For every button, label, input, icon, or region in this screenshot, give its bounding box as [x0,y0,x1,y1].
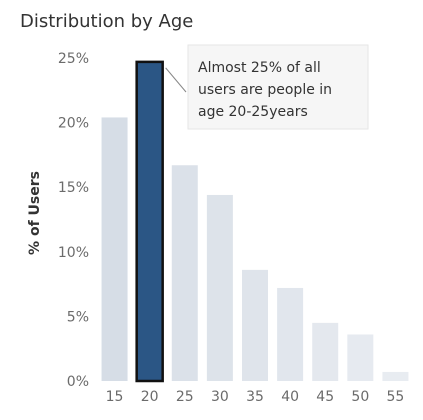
x-tick-label: 25 [176,389,194,405]
bar-25 [171,165,198,381]
callout-line: users are people in [198,82,332,98]
x-tick-label: 30 [211,389,229,405]
bar-55 [382,371,409,381]
callout-line: age 20-25years [198,104,308,120]
x-tick-label: 40 [281,389,299,405]
y-tick-label: 5% [67,309,89,325]
x-tick-label: 50 [351,389,369,405]
x-tick-label: 35 [246,389,264,405]
bar-15 [101,117,128,381]
x-tick-label: 45 [316,389,334,405]
y-tick-label: 20% [58,116,89,132]
callout-line: Almost 25% of all [198,60,321,76]
bar-20 [135,60,164,383]
y-tick-label: 0% [67,374,89,390]
y-tick-label: 10% [58,245,89,261]
bar-30 [206,194,233,381]
chart-title: Distribution by Age [20,11,193,32]
x-axis-ticks: 15 20 25 30 35 40 45 50 55 [106,389,405,405]
y-tick-label: 25% [58,51,89,67]
bar-40 [277,287,304,381]
y-axis-label: % of Users [27,171,43,255]
bar-50 [347,334,374,381]
bar-45 [312,322,339,381]
x-tick-label: 15 [106,389,124,405]
bar-35 [242,269,268,381]
y-tick-label: 15% [58,180,89,196]
callout-leader-line [165,67,187,93]
annotation-callout: Almost 25% of all users are people in age … [165,44,369,130]
callout-box [187,44,369,130]
x-tick-label: 55 [387,389,405,405]
y-axis-ticks: 0% 5% 10% 15% 20% 25% [58,51,89,390]
x-tick-label: 20 [141,389,159,405]
bars-group [101,60,409,383]
